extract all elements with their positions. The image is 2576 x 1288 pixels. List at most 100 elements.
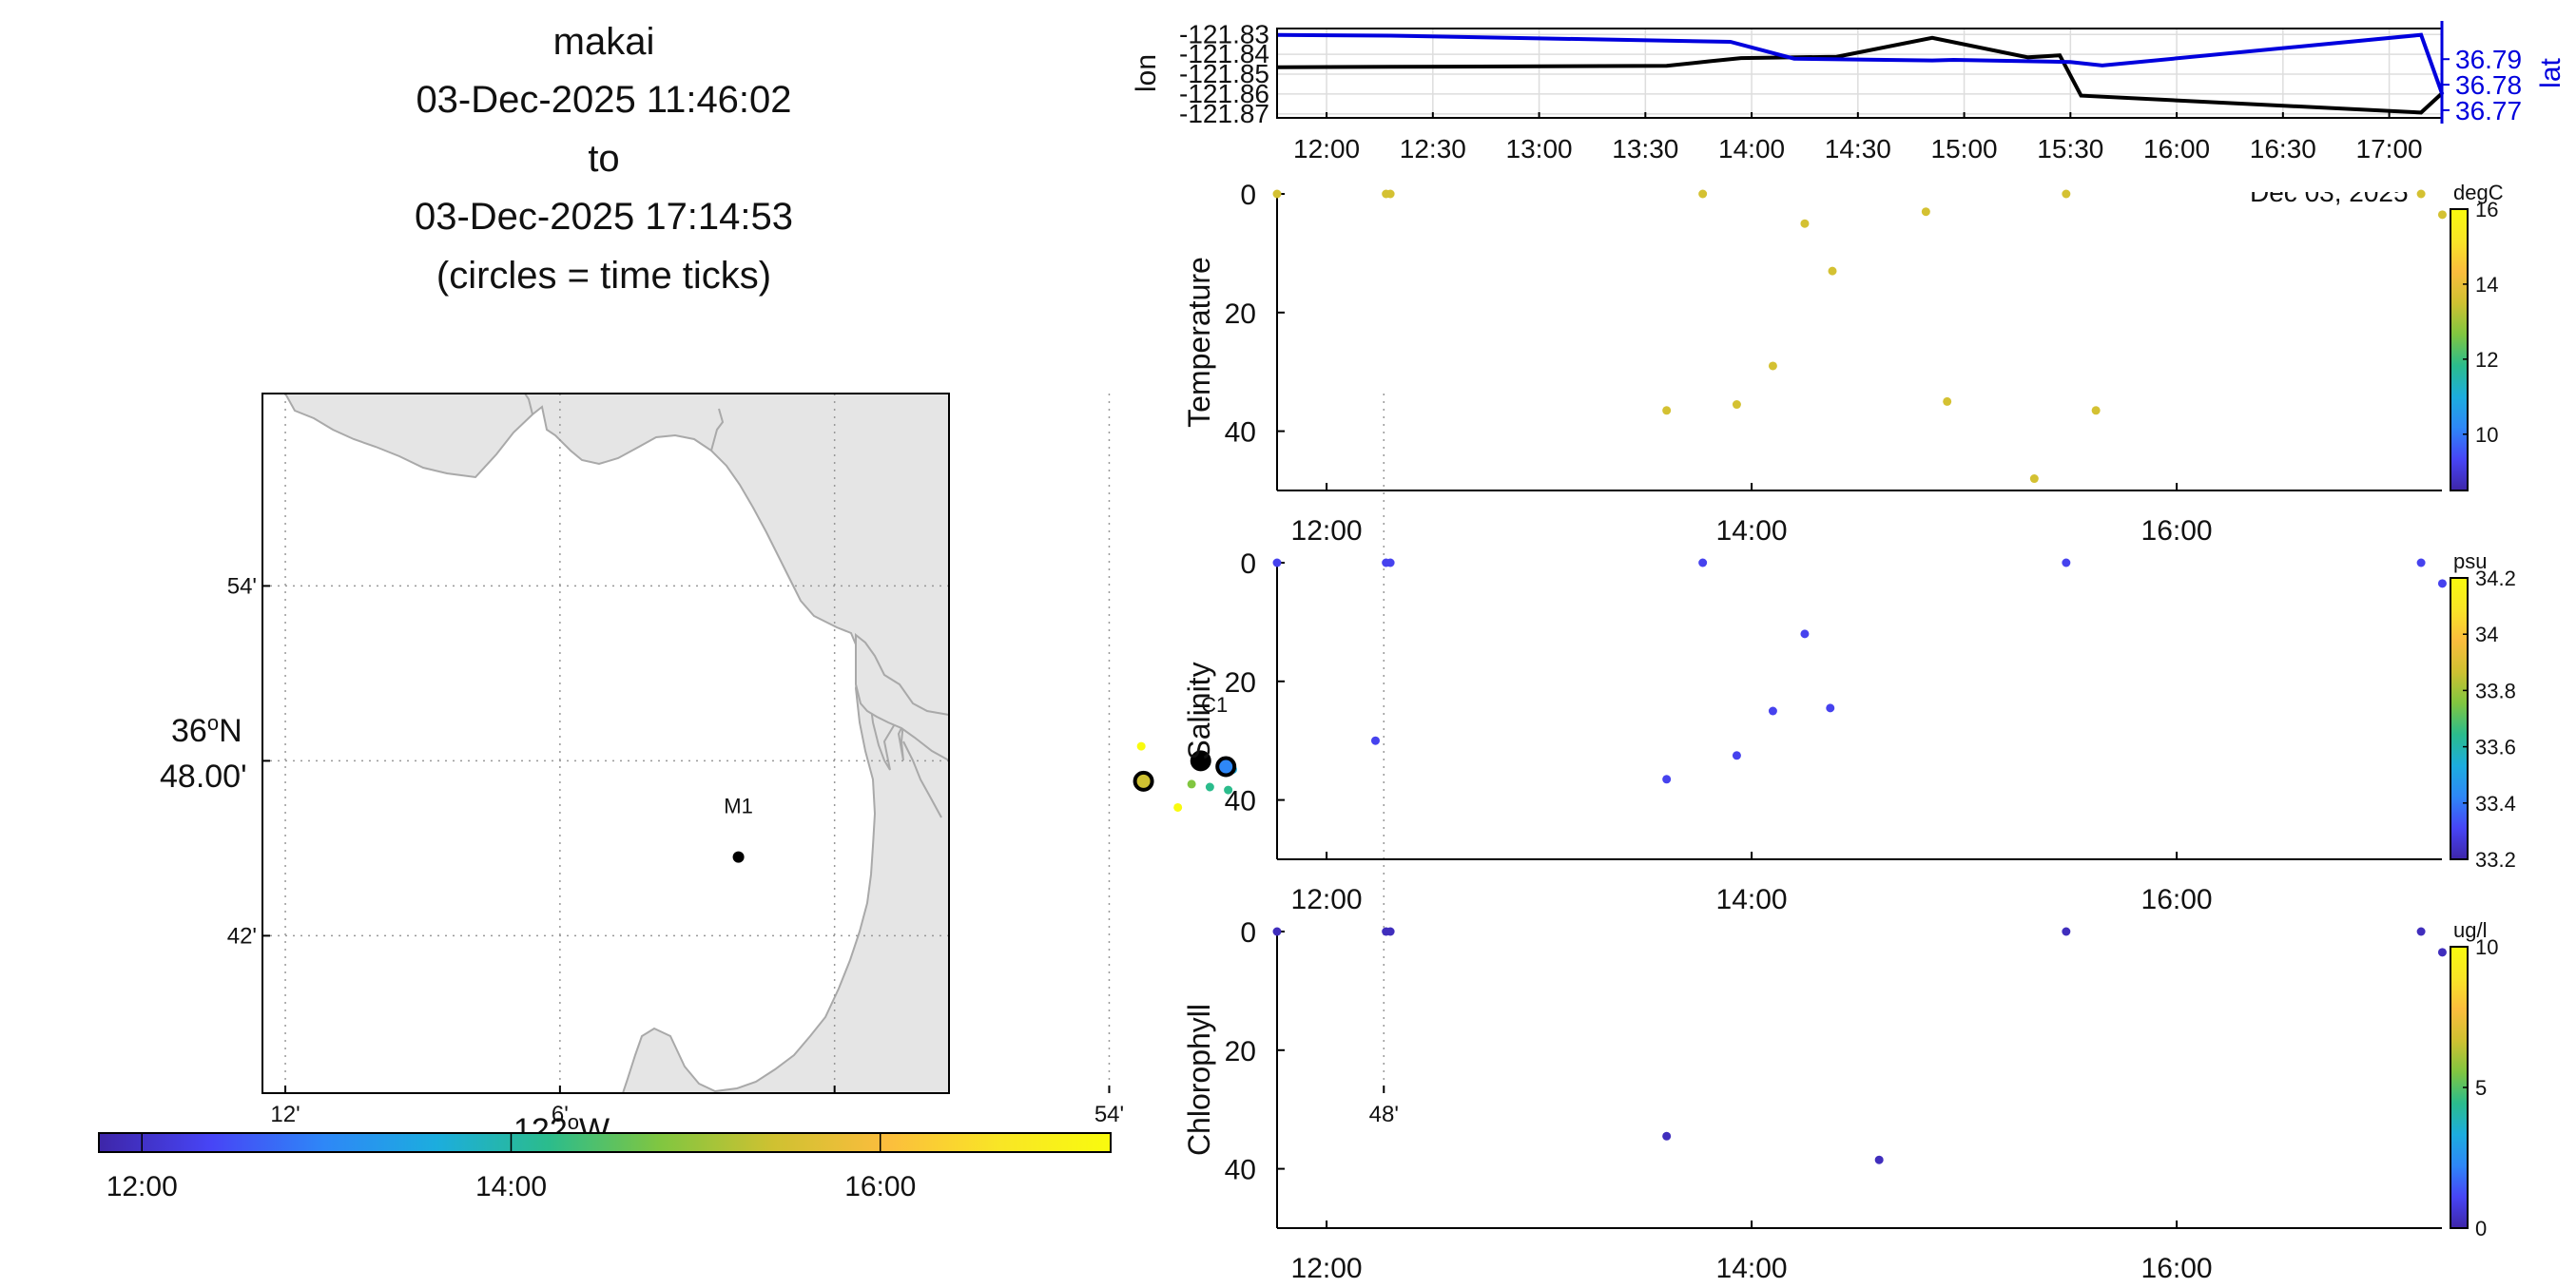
chlorophyll-data-point-3 — [2062, 927, 2071, 936]
salinity-y-ticklabel-0: 0 — [1240, 548, 1256, 580]
salinity-data-point-9 — [1768, 706, 1777, 716]
lat-ticklabel-1: 36.78 — [2455, 70, 2522, 100]
temperature-data-point-3 — [1698, 189, 1708, 199]
map-gridlines — [262, 394, 1385, 1093]
position-panel: -121.83-121.84-121.85-121.86-121.87 36.7… — [1131, 19, 2566, 207]
map-y-ticklabel-0: 54' — [227, 573, 257, 599]
pos-x-ticklabel-6: 15:00 — [1931, 134, 1998, 163]
to-label: to — [588, 138, 620, 180]
temperature-data-point-14 — [2091, 406, 2101, 415]
lat-ticklabel-2: 36.77 — [2455, 96, 2522, 125]
time-cbar-ticklabel-2: 16:00 — [844, 1171, 916, 1202]
river-3 — [902, 740, 942, 818]
track-point-4 — [1187, 779, 1196, 789]
temperature-panel: 0 20 40 12:00 14:00 16:00 Temperature degC 10 12 1… — [1182, 180, 2504, 547]
map-x-ticks: 12' 6' 54' 48' — [270, 1086, 1399, 1127]
temperature-data-point-11 — [1662, 406, 1672, 415]
river-2 — [710, 408, 725, 452]
salinity-data-point-5 — [2416, 558, 2426, 567]
lon-deg-symbol: o — [568, 1110, 579, 1134]
salinity-y-ticklabel-1: 20 — [1225, 667, 1256, 699]
chlorophyll-data-point-0 — [1272, 927, 1282, 936]
station-marker-m1 — [732, 851, 745, 863]
salinity-x-ticklabel-1: 14:00 — [1716, 884, 1788, 915]
chlorophyll-panel: 0 20 40 12:00 14:00 16:00 Chlorophyll ug/l 0 5 10 — [1182, 917, 2498, 1284]
lon-ticklabel-0: -121.83 — [1179, 19, 1269, 48]
lon-axis-label: lon — [1131, 54, 1162, 92]
pos-x-ticklabel-0: 12:00 — [1293, 134, 1360, 163]
map-panel: 12' 6' 54' 48' 54'42' 122oW 36oN 48.00' M1C… — [160, 393, 1399, 1148]
salinity-cbar-ticklabel-0: 33.2 — [2475, 848, 2516, 872]
temperature-units-label: degC — [2453, 181, 2504, 204]
salinity-x-ticklabel-2: 16:00 — [2141, 884, 2213, 915]
salinity-data-point-7 — [1800, 629, 1810, 639]
map-x-ticklabel-4: 48' — [1369, 1102, 1399, 1127]
river-1 — [524, 394, 533, 415]
salinity-panel: 0 20 40 12:00 14:00 16:00 Salinity psu 33.2 33.4 3… — [1182, 548, 2516, 915]
station-label-c1: C1 — [1201, 693, 1228, 717]
temperature-data-point-12 — [1732, 400, 1741, 410]
time-tick-circle-2 — [1215, 756, 1237, 778]
salinity-y-ticklabel-2: 40 — [1225, 786, 1256, 817]
salinity-data-point-8 — [1370, 736, 1380, 745]
pos-x-ticklabel-9: 16:30 — [2250, 134, 2316, 163]
time-colorbar-gradient — [98, 1132, 1112, 1153]
chlorophyll-data-point-5 — [2437, 948, 2447, 957]
temperature-data-point-6 — [2062, 189, 2071, 199]
temperature-data-point-5 — [1921, 207, 1930, 217]
end-time: 03-Dec-2025 17:14:53 — [414, 196, 794, 238]
temperature-data-point-13 — [1943, 396, 1952, 406]
salinity-units-label: psu — [2453, 549, 2487, 573]
svg-text:36oN: 36oN — [171, 711, 242, 749]
temperature-data-point-7 — [2416, 189, 2426, 199]
lon-series-line — [1276, 35, 2444, 115]
position-gridlines — [1277, 29, 2442, 118]
temperature-x-ticklabel-0: 12:00 — [1291, 515, 1363, 547]
pos-x-ticklabel-4: 14:00 — [1718, 134, 1785, 163]
lon-ticklabel-4: -121.87 — [1179, 99, 1269, 128]
chlorophyll-x-ticklabel-2: 16:00 — [2141, 1253, 2213, 1284]
salinity-data-point-0 — [1272, 558, 1282, 567]
chlorophyll-units-label: ug/l — [2453, 918, 2487, 942]
pos-x-ticklabel-10: 17:00 — [2356, 134, 2423, 163]
salinity-x-ticklabel-0: 12:00 — [1291, 884, 1363, 915]
salinity-cbar-ticklabel-1: 33.4 — [2475, 792, 2516, 816]
track-point-3 — [1205, 782, 1214, 792]
temperature-y-ticklabel-0: 0 — [1240, 180, 1256, 211]
lat-hemisphere: N — [219, 713, 242, 749]
temperature-data-point-0 — [1272, 189, 1282, 199]
temperature-x-ticklabel-2: 16:00 — [2141, 515, 2213, 547]
time-colorbar-ticks: 12:00 14:00 16:00 — [107, 1133, 916, 1202]
chlorophyll-cbar-ticklabel-2: 10 — [2475, 935, 2498, 959]
pos-x-ticklabel-7: 15:30 — [2037, 134, 2103, 163]
circles-note: (circles = time ticks) — [436, 255, 772, 297]
temperature-data-point-10 — [1768, 361, 1777, 371]
temperature-colorbar — [2450, 208, 2469, 491]
chlorophyll-y-ticklabel-1: 20 — [1225, 1036, 1256, 1067]
map-track-points — [1133, 741, 1237, 812]
lat-minutes: 48.00' — [160, 759, 247, 795]
salinity-cbar-ticklabel-3: 33.8 — [2475, 679, 2516, 702]
chlorophyll-data-point-7 — [1874, 1155, 1884, 1164]
chlorophyll-cbar-ticklabel-1: 5 — [2475, 1076, 2487, 1100]
lon-ticklabel-2: -121.85 — [1179, 59, 1269, 88]
salinity-data-point-3 — [1698, 558, 1708, 567]
station-label-m1: M1 — [724, 795, 753, 818]
temperature-data-point-9 — [1828, 266, 1837, 276]
map-frame — [261, 393, 950, 1094]
temperature-cbar-ticklabel-2: 14 — [2475, 273, 2498, 297]
temperature-data-point-4 — [1800, 219, 1810, 228]
salinity-data-point-2 — [1385, 558, 1395, 567]
lat-axis-label: lat — [2535, 57, 2566, 87]
chlorophyll-x-ticklabel-0: 12:00 — [1291, 1253, 1363, 1284]
vehicle-name: makai — [552, 21, 655, 63]
bay-inlet — [855, 632, 949, 762]
track-point-0 — [1136, 741, 1146, 751]
map-stations: M1 C1 — [724, 693, 1228, 863]
time-cbar-ticklabel-1: 14:00 — [475, 1171, 547, 1202]
temperature-cbar-ticklabel-3: 16 — [2475, 198, 2498, 221]
lat-deg-symbol: o — [207, 711, 219, 735]
temperature-x-ticklabel-1: 14:00 — [1716, 515, 1788, 547]
position-time-ticks: 12:00 12:30 13:00 13:30 14:00 14:30 15:00 15:30… — [1293, 112, 2423, 163]
